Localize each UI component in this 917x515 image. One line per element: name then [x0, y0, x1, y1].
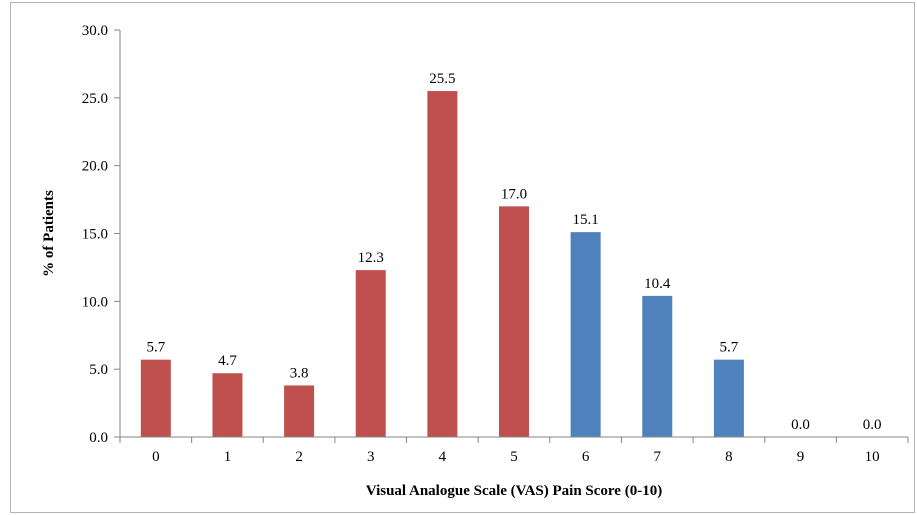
y-tick-label: 15.0 [82, 227, 108, 243]
data-label-3: 12.3 [358, 250, 384, 266]
data-label-2: 3.8 [290, 365, 309, 381]
bar-5 [499, 206, 529, 437]
bars-group [140, 91, 744, 438]
x-axis-ticks: 0 1 2 3 4 5 6 7 8 9 10 [119, 437, 909, 465]
data-label-10: 0.0 [863, 417, 882, 433]
bar-4 [427, 91, 458, 438]
x-tick-label-7: 7 [654, 449, 662, 465]
data-label-1: 4.7 [218, 353, 237, 369]
y-axis-ticks: 0.0 5.0 10.0 15.0 20.0 25.0 30.0 [82, 23, 120, 446]
bar-0 [140, 359, 171, 437]
y-tick-label: 10.0 [82, 294, 108, 310]
x-tick-label-2: 2 [295, 449, 303, 465]
y-tick-label: 0.0 [89, 430, 108, 446]
data-label-5: 17.0 [501, 186, 527, 202]
bar-7 [642, 295, 673, 437]
bar-6 [570, 232, 601, 437]
x-tick-label-9: 9 [797, 449, 805, 465]
data-label-7: 10.4 [644, 276, 671, 292]
y-axis-title: % of Patients [41, 190, 57, 277]
x-tick-label-1: 1 [224, 449, 232, 465]
x-tick-label-0: 0 [152, 449, 160, 465]
y-tick-label: 30.0 [82, 23, 108, 39]
x-axis-title: Visual Analogue Scale (VAS) Pain Score (… [366, 483, 662, 499]
data-labels-group: 5.7 4.7 3.8 12.3 25.5 17.0 15.1 10.4 5.7 0.0 0.0 [146, 71, 881, 433]
x-tick-label-10: 10 [865, 449, 880, 465]
data-label-0: 5.7 [146, 340, 165, 356]
y-tick-label: 5.0 [89, 362, 108, 378]
x-tick-label-8: 8 [725, 449, 733, 465]
bar-2 [284, 385, 315, 437]
x-tick-label-5: 5 [510, 449, 518, 465]
data-label-4: 25.5 [429, 71, 455, 87]
bar-1 [212, 373, 243, 437]
data-label-8: 5.7 [720, 340, 739, 356]
x-tick-label-3: 3 [367, 449, 375, 465]
y-tick-label: 25.0 [82, 91, 108, 107]
bar-3 [355, 270, 386, 437]
bar-8 [713, 359, 744, 437]
y-tick-label: 20.0 [82, 159, 108, 175]
x-tick-label-6: 6 [582, 449, 590, 465]
data-label-6: 15.1 [573, 212, 599, 228]
data-label-9: 0.0 [791, 417, 810, 433]
x-tick-label-4: 4 [439, 449, 447, 465]
